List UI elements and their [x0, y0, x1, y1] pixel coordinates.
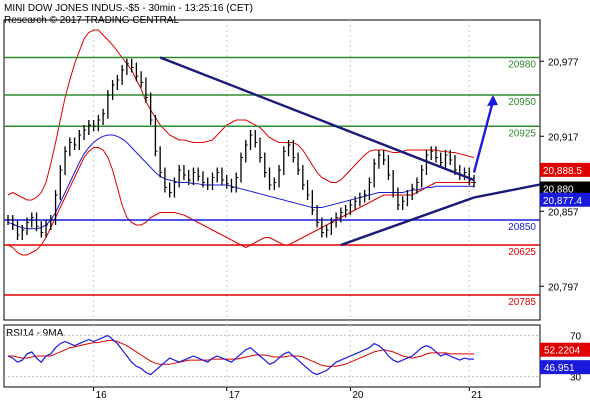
time-axis-label: 20: [352, 390, 364, 400]
price-badge-label: 20,880: [543, 185, 574, 196]
rsi-panel: [3, 324, 541, 388]
moving-average-line: [7, 134, 474, 230]
rsi-line: [7, 334, 474, 376]
price-axis-label: 20,797: [548, 282, 579, 293]
time-axis-label: 21: [471, 390, 483, 400]
price-badge-label: 20,877.4: [543, 196, 582, 207]
chart-subtitle: Research © 2017 TRADING CENTRAL: [4, 15, 179, 26]
trendline-ascending-ext: [473, 181, 551, 199]
level-label-20850: 20850: [508, 222, 536, 233]
rsi-badge-label: 46.951: [544, 363, 575, 374]
rsi-badge-bg: [540, 360, 590, 375]
projection-arrow-head: [487, 95, 499, 106]
rsi-label: RSI14 - 9MA: [6, 328, 64, 339]
rsi-axis-label: 70: [570, 331, 582, 342]
price-badge-label: 20,888.5: [543, 166, 582, 177]
rsi-ma-line: [8, 340, 474, 367]
level-label-20980: 20980: [508, 60, 536, 71]
price-badge-bg: [540, 162, 590, 177]
level-label-20950: 20950: [508, 97, 536, 108]
price-axis-label: 20,977: [548, 57, 579, 68]
time-axis-label: 16: [96, 390, 108, 400]
projection-arrow-shaft: [472, 100, 495, 173]
level-label-20625: 20625: [508, 247, 536, 258]
rsi-badge-label: 52.2204: [544, 346, 581, 357]
time-axis: 16 17 20 21: [93, 387, 483, 400]
price-series: [7, 58, 476, 240]
level-label-20785: 20785: [508, 297, 536, 308]
time-axis-label: 17: [229, 390, 241, 400]
chart-title: MINI DOW JONES INDUS.-$5 - 30min - 13:25…: [4, 3, 253, 14]
trendlines: [159, 56, 551, 247]
trendline-descending: [159, 56, 475, 182]
level-label-20925: 20925: [508, 128, 536, 139]
price-axis-label: 20,917: [548, 132, 579, 143]
price-badge-bg: [540, 192, 590, 207]
rsi-badge-bg: [540, 342, 590, 357]
trendline-ascending: [340, 196, 475, 247]
price-axis: 20,977 20,917 20,857 20,797: [540, 57, 579, 293]
price-badge-bg: [540, 181, 590, 196]
rsi-axis-label: 30: [570, 373, 582, 384]
grid-lines: [93, 20, 470, 387]
price-axis-label: 20,857: [548, 207, 579, 218]
bollinger-upper-line: [7, 29, 475, 201]
rsi-series: 70 30: [4, 331, 582, 384]
